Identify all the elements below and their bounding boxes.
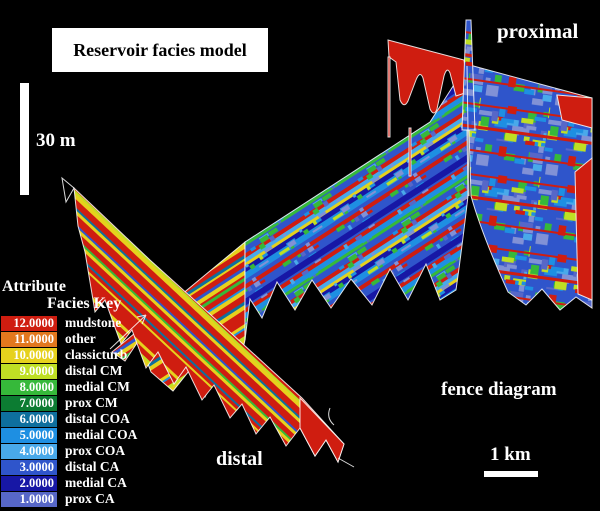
label-proximal: proximal <box>497 19 579 43</box>
horizontal-scale-bar <box>484 471 538 477</box>
legend-value: 1.0000 <box>19 491 54 506</box>
legend-row: 11.0000 other <box>0 331 180 347</box>
fence-red-slab <box>574 156 593 301</box>
legend-value: 5.0000 <box>19 427 54 442</box>
fence-red-curtain <box>387 39 469 114</box>
legend-value: 10.0000 <box>13 347 54 362</box>
legend-row: 5.0000 medial COA <box>0 427 180 443</box>
legend-swatch: 11.0000 <box>1 331 57 347</box>
legend-value: 12.0000 <box>13 315 54 330</box>
legend-label: prox COA <box>65 443 126 458</box>
legend-label: other <box>65 331 96 346</box>
legend-value: 6.0000 <box>19 411 54 426</box>
legend-swatch: 3.0000 <box>1 459 57 475</box>
legend-label: classicturb <box>65 347 128 362</box>
fence-red-corner <box>556 94 593 129</box>
legend-swatch: 10.0000 <box>1 347 57 363</box>
legend-swatch: 7.0000 <box>1 395 57 411</box>
legend-swatch: 12.0000 <box>1 315 57 331</box>
fence-spike-edge <box>461 19 476 131</box>
legend-row: 10.0000 classicturb <box>0 347 180 363</box>
legend-value: 11.0000 <box>14 331 54 346</box>
legend-leader-line <box>109 314 147 350</box>
label-distal: distal <box>216 448 263 470</box>
legend-value: 9.0000 <box>19 363 54 378</box>
figure-title-box: Reservoir facies model <box>52 28 268 72</box>
legend-label: prox CM <box>65 395 118 410</box>
legend-row: 1.0000 prox CA <box>0 491 180 507</box>
vertical-scale-label: 30 m <box>36 130 76 151</box>
legend-label: medial CM <box>65 379 130 394</box>
legend-swatch: 8.0000 <box>1 379 57 395</box>
legend-swatch: 9.0000 <box>1 363 57 379</box>
legend-row: 12.0000 mudstone <box>0 315 180 331</box>
legend-row: 2.0000 medial CA <box>0 475 180 491</box>
legend-value: 8.0000 <box>19 379 54 394</box>
legend-swatch: 2.0000 <box>1 475 57 491</box>
legend-label: medial COA <box>65 427 138 442</box>
legend-value: 7.0000 <box>19 395 54 410</box>
legend-row: 6.0000 distal COA <box>0 411 180 427</box>
legend-value: 2.0000 <box>19 475 54 490</box>
legend-label: prox CA <box>65 491 115 506</box>
legend-label: medial CA <box>65 475 127 490</box>
red-drip <box>408 127 412 177</box>
legend-facies-key-header: Facies Key <box>47 295 122 312</box>
fence-panel-long-ne <box>244 64 469 341</box>
legend-row: 4.0000 prox COA <box>0 443 180 459</box>
legend-swatch: 6.0000 <box>1 411 57 427</box>
legend-value: 3.0000 <box>19 459 54 474</box>
figure-title: Reservoir facies model <box>73 39 247 60</box>
facies-legend-rows: 12.0000 mudstone 11.0000 other 10.0000 classi… <box>0 315 180 507</box>
legend-row: 3.0000 distal CA <box>0 459 180 475</box>
ridge-line <box>466 65 470 197</box>
legend-label: distal CM <box>65 363 123 378</box>
legend-swatch: 1.0000 <box>1 491 57 507</box>
legend-row: 7.0000 prox CM <box>0 395 180 411</box>
legend-swatch: 5.0000 <box>1 427 57 443</box>
legend-row: 9.0000 distal CM <box>0 363 180 379</box>
legend-swatch: 4.0000 <box>1 443 57 459</box>
legend-label: distal CA <box>65 459 120 474</box>
legend-label: distal COA <box>65 411 130 426</box>
legend-label: mudstone <box>65 315 122 330</box>
vertical-scale-bar <box>20 83 29 195</box>
red-drip <box>387 56 391 138</box>
apex-outline <box>61 176 75 204</box>
legend-attribute-header: Attribute <box>2 278 66 295</box>
fence-panel-right <box>465 63 593 311</box>
horizontal-scale-label: 1 km <box>490 444 531 465</box>
fence-red-tip <box>299 396 345 464</box>
tip-leader-line <box>328 407 355 468</box>
label-fence-diagram: fence diagram <box>441 379 557 400</box>
legend-value: 4.0000 <box>19 443 54 458</box>
legend-row: 8.0000 medial CM <box>0 379 180 395</box>
